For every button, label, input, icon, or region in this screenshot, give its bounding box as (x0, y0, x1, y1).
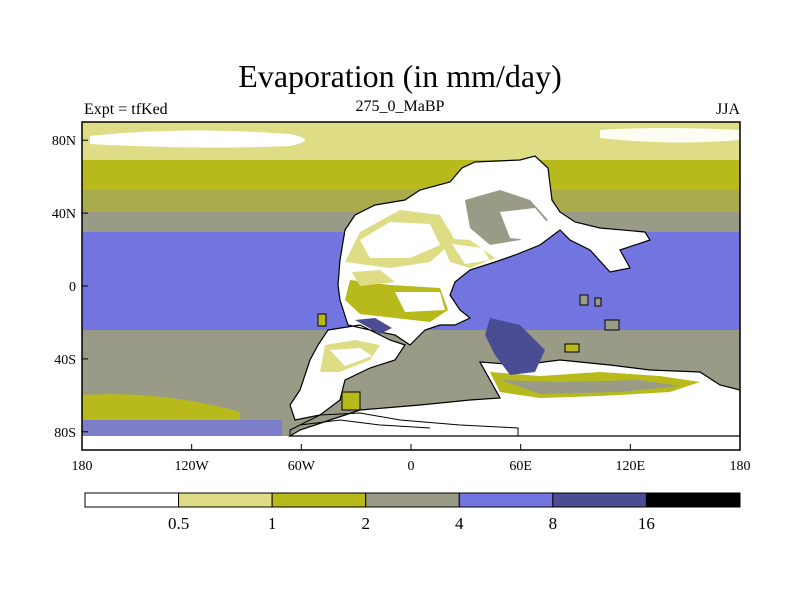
colorbar-swatch (458, 492, 554, 508)
band-south-olive (82, 394, 240, 420)
island-2 (594, 297, 602, 307)
colorbar-label: 8 (549, 514, 558, 533)
y-tick-label: 80N (52, 134, 76, 149)
band-southern-ocean (82, 420, 282, 438)
island-1 (579, 294, 589, 306)
colorbar-swatch (271, 492, 367, 508)
colorbar-swatch (178, 492, 273, 508)
band-north-mid (82, 160, 740, 190)
experiment-label: Expt = tfKed (84, 101, 168, 118)
colorbar-swatch (365, 492, 460, 508)
interior-equatorial-desert (395, 292, 445, 312)
colorbar: 0.5 1 2 4 8 16 (84, 492, 741, 533)
colorbar-label: 2 (361, 514, 370, 533)
y-tick-label: 0 (69, 280, 76, 295)
map-axes: 180 120W 60W 0 60E 120E 180 80N 40N 0 40S 80S (52, 134, 751, 474)
colorbar-swatch (552, 492, 647, 508)
x-tick-label: 120W (175, 459, 210, 474)
colorbar-label: 0.5 (168, 514, 189, 533)
band-antarctic (82, 436, 740, 450)
interior-north-east-desert (452, 244, 490, 264)
island-3 (604, 319, 620, 331)
interior-north-desert (360, 222, 440, 258)
band-south-pacific (82, 330, 342, 365)
interior-south-desert (330, 348, 372, 366)
colorbar-label: 16 (638, 514, 655, 533)
colorbar-label: 1 (268, 514, 277, 533)
evaporation-map (81, 121, 741, 451)
period-label: 275_0_MaBP (355, 98, 445, 115)
southern-coast-gray (500, 380, 680, 394)
y-tick-label: 40N (52, 207, 76, 222)
x-tick-label: 60W (288, 459, 316, 474)
x-tick-label: 180 (730, 459, 751, 474)
interior-equatorial-light (352, 270, 395, 286)
arctic-patch-east (600, 128, 740, 143)
antarctic-outline-inner (299, 419, 431, 429)
x-tick-label: 120E (616, 459, 646, 474)
arctic-patch-west (90, 130, 305, 148)
interior-south-olive (341, 391, 361, 411)
island-4 (564, 343, 580, 353)
island-5 (317, 313, 327, 327)
antarctic-outline (289, 412, 519, 437)
y-tick-label: 80S (54, 426, 76, 441)
colorbar-swatch (645, 492, 741, 508)
y-tick-label: 40S (54, 353, 76, 368)
plot-title: Evaporation (in mm/day) (238, 58, 562, 94)
equatorial-deep-patch (355, 318, 392, 334)
x-tick-label: 60E (509, 459, 532, 474)
tethys-deep-region (485, 318, 545, 375)
colorbar-label: 4 (455, 514, 464, 533)
x-tick-label: 0 (408, 459, 415, 474)
season-label: JJA (715, 101, 740, 118)
x-tick-label: 180 (72, 459, 93, 474)
interior-tethys-desert (500, 208, 552, 240)
interior-equatorial-olive (345, 280, 448, 322)
colorbar-swatch (84, 492, 180, 508)
